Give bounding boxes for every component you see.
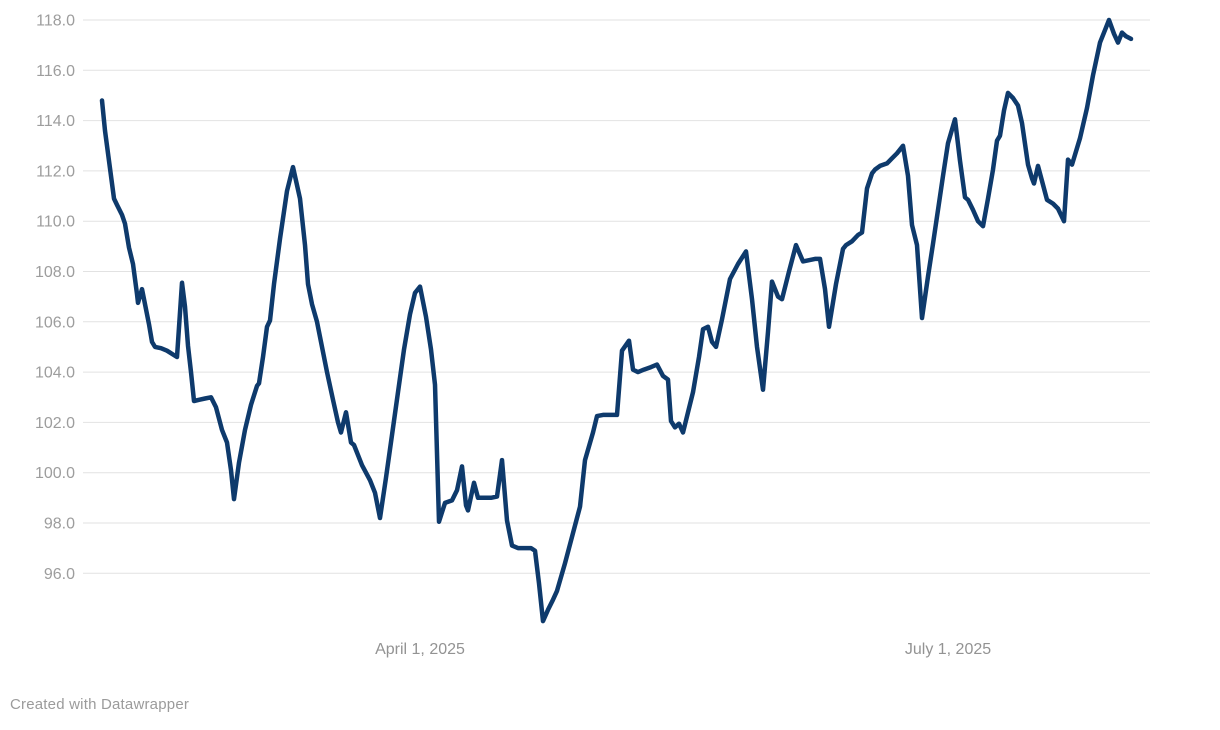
datawrapper-credit: Created with Datawrapper — [10, 696, 190, 713]
y-axis-tick-label: 100.0 — [35, 465, 75, 482]
y-axis-tick-label: 110.0 — [36, 214, 75, 231]
y-axis-tick-label: 112.0 — [36, 163, 75, 180]
y-axis-tick-label: 106.0 — [35, 314, 75, 331]
y-axis-tick-label: 114.0 — [36, 113, 75, 130]
y-axis-tick-label: 108.0 — [35, 264, 75, 281]
x-axis-tick-label: April 1, 2025 — [375, 641, 465, 658]
y-axis-tick-label: 118.0 — [36, 13, 75, 30]
x-axis-tick-label: July 1, 2025 — [905, 641, 991, 658]
y-axis-tick-label: 116.0 — [36, 63, 75, 80]
y-axis-tick-label: 104.0 — [35, 365, 75, 382]
y-axis-tick-label: 96.0 — [44, 566, 75, 583]
y-axis-tick-label: 102.0 — [35, 415, 75, 432]
y-axis-tick-label: 98.0 — [44, 516, 75, 533]
data-line — [99, 17, 1134, 624]
